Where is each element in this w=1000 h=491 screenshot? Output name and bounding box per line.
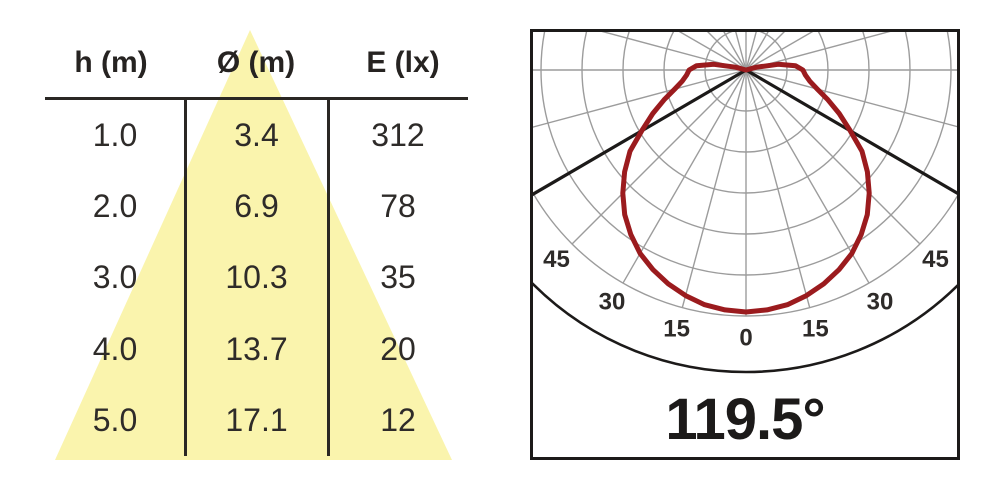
- angle-tick-label: 45: [922, 246, 949, 273]
- angle-tick-label: 45: [543, 246, 570, 273]
- column-divider: [327, 99, 330, 456]
- table-cell: 1.0: [92, 117, 138, 154]
- table-cell: 3.4: [234, 117, 279, 154]
- angle-labels: 0 15 15 30 30 45 45: [543, 246, 949, 352]
- polar-diagram-panel: 0 15 15 30 30 45 45: [530, 29, 960, 460]
- polar-frame: [530, 29, 960, 460]
- outer-arc: [533, 282, 957, 374]
- column-divider: [184, 99, 187, 456]
- table-cell: 20: [380, 330, 416, 367]
- table-cell: 10.3: [225, 259, 288, 296]
- table-cell: 3.0: [92, 259, 138, 296]
- col-header-mounting-height: h (m): [74, 46, 148, 79]
- table-cell: 6.9: [234, 188, 279, 225]
- cone-table-body: 1.0 3.4 312 2.0 6.9 78 3.0 10.3 35 4.0 1…: [45, 100, 468, 456]
- angle-tick-label: 30: [599, 289, 626, 316]
- table-cell: 13.7: [225, 330, 288, 367]
- table-cell: 2.0: [92, 188, 138, 225]
- beam-angle-label: 119.5°: [665, 387, 825, 452]
- table-cell: 78: [380, 188, 416, 225]
- table-cell: 4.0: [92, 330, 138, 367]
- angle-tick-label: 15: [663, 315, 690, 342]
- table-cell: 12: [380, 401, 416, 438]
- angle-tick-label: 15: [802, 315, 829, 342]
- beam-angle-line: [533, 68, 747, 197]
- intensity-curve: [620, 61, 872, 315]
- light-cone-shape: [55, 30, 452, 460]
- table-cell: 312: [371, 117, 425, 154]
- table-header-rule: [45, 97, 468, 100]
- polar-chart: 0 15 15 30 30 45 45: [530, 29, 960, 460]
- table-cell: 35: [380, 259, 416, 296]
- col-header-illuminance: E (lx): [366, 46, 440, 79]
- table-cell: 17.1: [225, 401, 288, 438]
- polar-grid: [533, 32, 957, 374]
- beam-angle-line: [745, 68, 957, 195]
- angle-tick-label: 0: [739, 325, 752, 352]
- table-cell: 5.0: [92, 401, 138, 438]
- col-header-beam-diameter: Ø (m): [216, 46, 296, 79]
- angle-tick-label: 30: [867, 289, 894, 316]
